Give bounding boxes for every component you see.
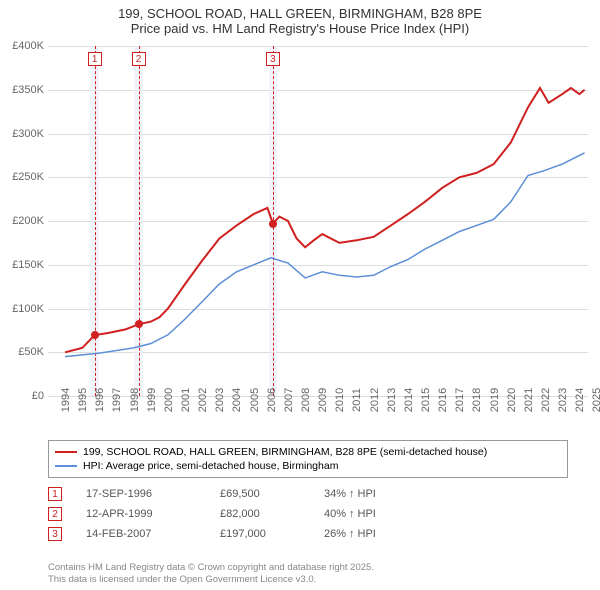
marker-number-box: 3 xyxy=(266,52,280,66)
sales-price: £197,000 xyxy=(220,528,300,540)
sales-date: 17-SEP-1996 xyxy=(86,488,196,500)
footer-line-2: This data is licensed under the Open Gov… xyxy=(48,574,374,586)
legend-row: HPI: Average price, semi-detached house,… xyxy=(55,459,561,473)
y-tick-label: £300K xyxy=(12,128,44,140)
sales-price: £82,000 xyxy=(220,508,300,520)
series-line-hpi xyxy=(65,153,585,357)
legend-swatch xyxy=(55,465,77,467)
footer-line-1: Contains HM Land Registry data © Crown c… xyxy=(48,562,374,574)
sale-dot xyxy=(135,320,143,328)
y-tick-label: £250K xyxy=(12,171,44,183)
y-tick-label: £100K xyxy=(12,303,44,315)
title-line-1: 199, SCHOOL ROAD, HALL GREEN, BIRMINGHAM… xyxy=(10,6,590,21)
sales-price: £69,500 xyxy=(220,488,300,500)
arrow-up-icon: ↑ xyxy=(349,508,355,520)
sales-marker-box: 2 xyxy=(48,507,62,521)
chart-plot-area: £0£50K£100K£150K£200K£250K£300K£350K£400… xyxy=(48,46,588,396)
chart-legend: 199, SCHOOL ROAD, HALL GREEN, BIRMINGHAM… xyxy=(48,440,568,478)
chart-lines-svg xyxy=(48,46,588,396)
sales-marker-box: 3 xyxy=(48,527,62,541)
y-tick-label: £350K xyxy=(12,84,44,96)
sales-pct: 40%↑HPI xyxy=(324,508,414,520)
legend-label: 199, SCHOOL ROAD, HALL GREEN, BIRMINGHAM… xyxy=(83,446,487,458)
legend-label: HPI: Average price, semi-detached house,… xyxy=(83,460,338,472)
legend-swatch xyxy=(55,451,77,453)
footer-attribution: Contains HM Land Registry data © Crown c… xyxy=(48,562,374,586)
sale-dot xyxy=(269,220,277,228)
sales-row: 2 12-APR-1999 £82,000 40%↑HPI xyxy=(48,504,414,524)
sale-dot xyxy=(91,331,99,339)
sales-table: 1 17-SEP-1996 £69,500 34%↑HPI 2 12-APR-1999 £8… xyxy=(48,484,414,544)
sales-row: 1 17-SEP-1996 £69,500 34%↑HPI xyxy=(48,484,414,504)
x-tick-label: 2025 xyxy=(579,388,600,412)
sales-pct: 26%↑HPI xyxy=(324,528,414,540)
sales-date: 14-FEB-2007 xyxy=(86,528,196,540)
legend-row: 199, SCHOOL ROAD, HALL GREEN, BIRMINGHAM… xyxy=(55,445,561,459)
y-tick-label: £200K xyxy=(12,215,44,227)
sales-pct: 34%↑HPI xyxy=(324,488,414,500)
chart-title: 199, SCHOOL ROAD, HALL GREEN, BIRMINGHAM… xyxy=(0,0,600,38)
sales-row: 3 14-FEB-2007 £197,000 26%↑HPI xyxy=(48,524,414,544)
arrow-up-icon: ↑ xyxy=(349,488,355,500)
sales-marker-box: 1 xyxy=(48,487,62,501)
y-tick-label: £400K xyxy=(12,40,44,52)
arrow-up-icon: ↑ xyxy=(349,528,355,540)
y-tick-label: £150K xyxy=(12,259,44,271)
y-tick-label: £0 xyxy=(32,390,44,402)
y-tick-label: £50K xyxy=(18,346,44,358)
title-line-2: Price paid vs. HM Land Registry's House … xyxy=(10,21,590,36)
marker-number-box: 2 xyxy=(132,52,146,66)
sales-date: 12-APR-1999 xyxy=(86,508,196,520)
series-line-property xyxy=(65,88,585,352)
marker-number-box: 1 xyxy=(88,52,102,66)
